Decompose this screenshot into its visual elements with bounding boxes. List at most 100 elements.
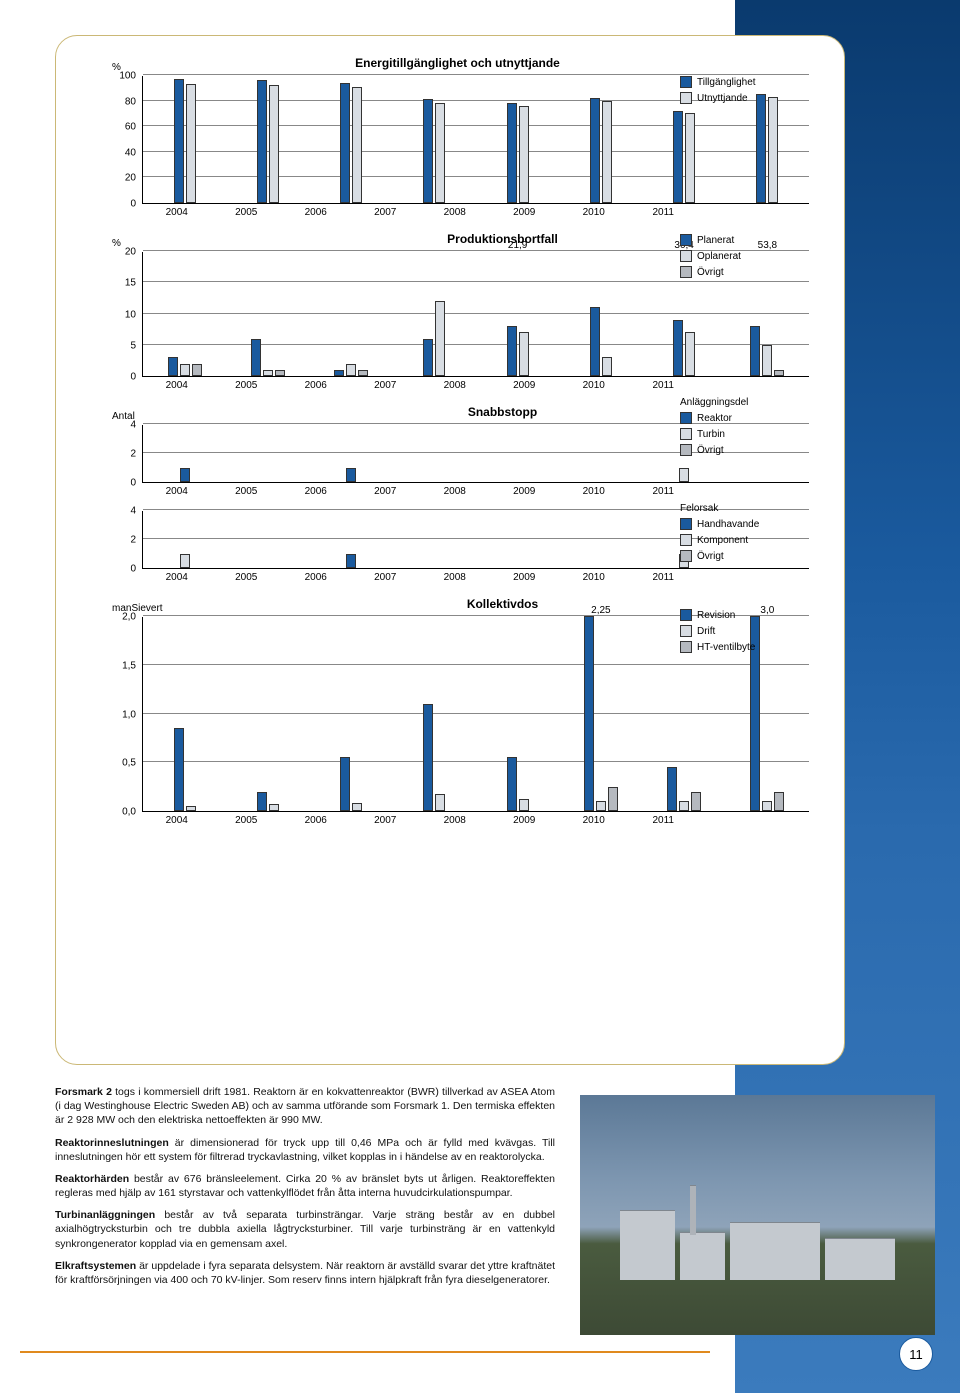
bar [679, 468, 689, 483]
y-tick-label: 100 [119, 71, 136, 82]
year-group [393, 511, 476, 568]
legend-title: Felorsak [680, 503, 759, 514]
legend-item: Reaktor [680, 412, 748, 424]
year-group [143, 511, 226, 568]
year-group [559, 511, 642, 568]
legend-label: Övrigt [697, 267, 724, 278]
legend-item: Handhavande [680, 518, 759, 530]
chart-title: Energitillgänglighet och utnyttjande [106, 56, 809, 70]
bar [762, 801, 772, 811]
y-tick-label: 0 [130, 199, 136, 210]
x-tick-label: 2011 [629, 377, 699, 391]
annotation: 53,8 [758, 240, 777, 251]
chart-prodbort: Produktionsbortfall%0510152021,930,453,8… [106, 232, 809, 391]
bar [673, 320, 683, 376]
y-tick-label: 0,0 [122, 807, 136, 818]
legend-label: Turbin [697, 429, 725, 440]
y-tick-label: 5 [130, 340, 136, 351]
x-tick-label: 2010 [559, 569, 629, 583]
legend-item: Övrigt [680, 444, 748, 456]
legend-swatch [680, 412, 692, 424]
bar [685, 113, 695, 203]
legend-label: Tillgänglighet [697, 77, 756, 88]
year-group [476, 425, 559, 482]
legend-label: Drift [697, 626, 715, 637]
bar [423, 339, 433, 377]
legend-swatch [680, 266, 692, 278]
legend-label: Reaktor [697, 413, 732, 424]
x-tick-label: 2005 [212, 812, 282, 826]
y-tick-label: 20 [125, 173, 136, 184]
bar [168, 357, 178, 376]
year-group [226, 252, 309, 376]
year-group [393, 252, 476, 376]
annotation: 21,9 [508, 240, 527, 251]
year-group [476, 511, 559, 568]
y-tick-label: 0 [130, 372, 136, 383]
annotation: 3,0 [760, 605, 774, 616]
bar [346, 364, 356, 377]
year-group [310, 252, 393, 376]
chart-kollektiv: KollektivdosmanSievert0,00,51,01,52,02,2… [106, 597, 809, 826]
bar [602, 357, 612, 376]
bar [507, 103, 517, 203]
x-tick-label: 2009 [490, 377, 560, 391]
x-tick-label: 2008 [420, 377, 490, 391]
x-tick-label: 2005 [212, 204, 282, 218]
bar [186, 806, 196, 811]
bar [180, 468, 190, 483]
legend-title: Anläggningsdel [680, 397, 748, 408]
legend-label: Revision [697, 610, 735, 621]
legend-item: Komponent [680, 534, 759, 546]
legend-swatch [680, 428, 692, 440]
legend-swatch [680, 609, 692, 621]
y-tick-label: 10 [125, 309, 136, 320]
legend-item: Övrigt [680, 550, 759, 562]
bar [346, 554, 356, 569]
legend-item: Övrigt [680, 266, 741, 278]
bar [507, 757, 517, 811]
bar [519, 332, 529, 376]
legend-swatch [680, 234, 692, 246]
y-tick-label: 2 [130, 535, 136, 546]
x-tick-label: 2004 [142, 569, 212, 583]
y-tick-label: 15 [125, 278, 136, 289]
bar [358, 370, 368, 376]
bar [352, 803, 362, 811]
y-tick-label: 2 [130, 449, 136, 460]
legend-item: HT-ventilbyte [680, 641, 755, 653]
x-tick-label: 2007 [351, 483, 421, 497]
y-tick-label: 1,0 [122, 709, 136, 720]
year-group [393, 617, 476, 811]
bar [608, 787, 618, 811]
bar [186, 84, 196, 203]
p3-body: består av 676 bränsleelement. Cirka 20 %… [55, 1173, 555, 1199]
year-group [559, 76, 642, 203]
bar [435, 301, 445, 376]
bar [667, 767, 677, 811]
y-tick-label: 4 [130, 420, 136, 431]
year-group [476, 76, 559, 203]
bar [774, 792, 784, 812]
legend-swatch [680, 92, 692, 104]
footer-orange-line [20, 1351, 710, 1353]
bar [174, 79, 184, 203]
x-tick-label: 2004 [142, 483, 212, 497]
y-tick-label: 20 [125, 247, 136, 258]
year-group [143, 252, 226, 376]
year-group [143, 425, 226, 482]
legend: PlaneratOplaneratÖvrigt [680, 234, 741, 282]
legend-item: Oplanerat [680, 250, 741, 262]
y-tick-label: 1,5 [122, 660, 136, 671]
bar [519, 799, 529, 811]
bar [269, 85, 279, 203]
bar [423, 99, 433, 203]
bar [269, 804, 279, 811]
x-tick-label: 2009 [490, 204, 560, 218]
annotation: 2,25 [591, 605, 610, 616]
legend: Felorsak Handhavande Komponent Övrigt [680, 503, 759, 566]
bar [762, 345, 772, 376]
legend-label: Komponent [697, 535, 748, 546]
x-tick-label: 2010 [559, 204, 629, 218]
x-tick-label: 2006 [281, 483, 351, 497]
